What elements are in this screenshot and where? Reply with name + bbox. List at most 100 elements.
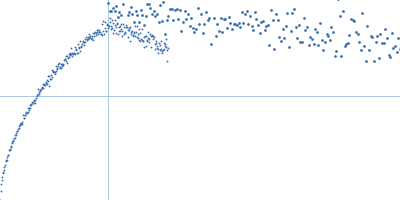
- Point: [54, 67, 60, 71]
- Point: [143, 44, 149, 48]
- Point: [90, 31, 96, 34]
- Point: [193, 28, 199, 31]
- Point: [281, 36, 287, 39]
- Point: [394, 51, 400, 54]
- Point: [80, 44, 87, 47]
- Point: [333, 49, 340, 53]
- Point: [64, 55, 70, 58]
- Point: [141, 23, 147, 26]
- Point: [72, 52, 78, 55]
- Point: [162, 42, 168, 45]
- Point: [139, 38, 145, 41]
- Point: [114, 22, 121, 25]
- Point: [106, 9, 113, 12]
- Point: [47, 77, 54, 81]
- Point: [221, 17, 227, 21]
- Point: [194, 6, 201, 10]
- Point: [94, 29, 100, 32]
- Point: [88, 36, 95, 39]
- Point: [288, 29, 294, 32]
- Point: [67, 53, 74, 57]
- Point: [165, 46, 171, 49]
- Point: [152, 14, 158, 17]
- Point: [214, 22, 220, 25]
- Point: [304, 25, 310, 28]
- Point: [152, 39, 159, 42]
- Point: [98, 32, 104, 35]
- Point: [182, 9, 188, 12]
- Point: [91, 34, 97, 37]
- Point: [154, 45, 160, 48]
- Point: [124, 25, 130, 28]
- Point: [130, 34, 136, 37]
- Point: [226, 15, 232, 18]
- Point: [87, 36, 93, 39]
- Point: [115, 32, 121, 35]
- Point: [75, 52, 81, 55]
- Point: [208, 42, 214, 45]
- Point: [203, 11, 209, 14]
- Point: [238, 11, 245, 14]
- Point: [100, 29, 106, 32]
- Point: [64, 62, 71, 65]
- Point: [79, 40, 86, 43]
- Point: [362, 59, 369, 62]
- Point: [119, 29, 126, 33]
- Point: [78, 45, 84, 49]
- Point: [0, 175, 6, 178]
- Point: [83, 36, 89, 39]
- Point: [190, 27, 196, 30]
- Point: [20, 113, 26, 117]
- Point: [73, 47, 80, 50]
- Point: [292, 25, 299, 29]
- Point: [41, 82, 47, 85]
- Point: [144, 39, 150, 42]
- Point: [145, 37, 152, 40]
- Point: [21, 116, 27, 119]
- Point: [92, 31, 99, 35]
- Point: [37, 88, 44, 91]
- Point: [340, 9, 346, 12]
- Point: [148, 45, 154, 48]
- Point: [51, 70, 57, 73]
- Point: [376, 56, 382, 59]
- Point: [3, 158, 9, 161]
- Point: [4, 155, 10, 159]
- Point: [111, 10, 118, 13]
- Point: [60, 64, 66, 67]
- Point: [119, 34, 125, 38]
- Point: [2, 163, 8, 167]
- Point: [44, 82, 50, 86]
- Point: [158, 39, 164, 42]
- Point: [155, 47, 161, 51]
- Point: [247, 14, 253, 17]
- Point: [97, 30, 103, 33]
- Point: [14, 129, 20, 132]
- Point: [147, 33, 153, 36]
- Point: [62, 57, 68, 61]
- Point: [296, 23, 302, 26]
- Point: [147, 34, 154, 37]
- Point: [7, 148, 13, 151]
- Point: [126, 10, 132, 13]
- Point: [16, 123, 23, 126]
- Point: [353, 30, 359, 33]
- Point: [150, 10, 157, 13]
- Point: [96, 29, 102, 32]
- Point: [0, 189, 4, 192]
- Point: [167, 8, 173, 11]
- Point: [227, 21, 234, 25]
- Point: [0, 178, 5, 182]
- Point: [162, 37, 169, 40]
- Point: [268, 8, 274, 11]
- Point: [341, 45, 348, 48]
- Point: [34, 93, 40, 96]
- Point: [265, 23, 271, 26]
- Point: [314, 30, 320, 34]
- Point: [52, 70, 58, 74]
- Point: [110, 6, 116, 10]
- Point: [108, 24, 114, 27]
- Point: [76, 46, 82, 49]
- Point: [110, 31, 117, 34]
- Point: [160, 42, 167, 45]
